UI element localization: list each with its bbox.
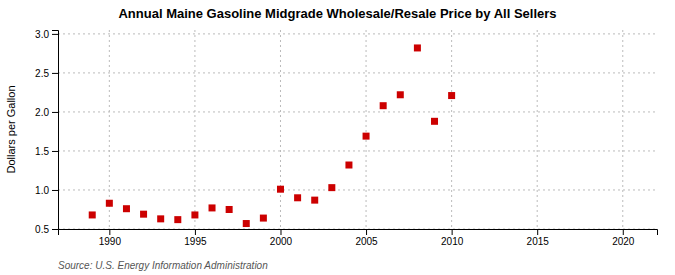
point xyxy=(243,220,250,227)
point xyxy=(209,204,216,211)
x-tick-label: 2010 xyxy=(441,236,464,247)
x-tick-mark xyxy=(195,229,196,235)
x-grid-line xyxy=(622,30,623,229)
point xyxy=(345,162,352,169)
point xyxy=(363,133,370,140)
x-tick-mark xyxy=(280,229,281,235)
grid xyxy=(58,30,657,229)
x-grid-line xyxy=(537,30,538,229)
x-tick: 2005 xyxy=(355,229,378,247)
point xyxy=(311,197,318,204)
plot: 1990 1995 2000 2005 2010 2015 2020 0.5 1.0 1.5 2.0… xyxy=(35,29,657,247)
point xyxy=(106,200,113,207)
y-grid-line xyxy=(58,189,657,190)
x-tick-mark xyxy=(537,229,538,235)
y-tick: 3.0 xyxy=(35,29,58,40)
point xyxy=(397,91,404,98)
x-tick: 2020 xyxy=(612,229,635,247)
y-tick-mark xyxy=(52,73,58,74)
y-grid-line xyxy=(58,33,657,34)
y-tick: 0.5 xyxy=(35,224,58,235)
y-axis: 0.5 1.0 1.5 2.0 2.5 3.0 xyxy=(35,29,58,235)
points xyxy=(89,44,455,227)
x-tick-label: 1995 xyxy=(184,236,207,247)
y-grid-line xyxy=(58,150,657,151)
x-grid-line xyxy=(280,30,281,229)
y-tick-label: 1.0 xyxy=(35,185,49,196)
point xyxy=(277,186,284,193)
point xyxy=(414,44,421,51)
y-tick-mark xyxy=(52,229,58,230)
y-tick-label: 0.5 xyxy=(35,224,49,235)
point xyxy=(431,118,438,125)
y-tick-label: 1.5 xyxy=(35,146,49,157)
annotation: Source: U.S. Energy Information Administ… xyxy=(58,260,268,271)
x-tick-label: 2015 xyxy=(527,236,550,247)
x-tick-label: 2020 xyxy=(612,236,635,247)
point xyxy=(89,211,96,218)
point xyxy=(226,206,233,213)
point xyxy=(328,184,335,191)
x-tick: 2015 xyxy=(527,229,550,247)
x-grid-line xyxy=(366,30,367,229)
point xyxy=(448,92,455,99)
point xyxy=(380,102,387,109)
point xyxy=(191,211,198,218)
x-tick: 1990 xyxy=(99,229,122,247)
point xyxy=(294,194,301,201)
y-tick-label: 2.0 xyxy=(35,107,49,118)
x-tick: 1995 xyxy=(184,229,207,247)
x-axis-line xyxy=(59,230,658,236)
x-tick-mark xyxy=(109,229,110,235)
point xyxy=(157,215,164,222)
title: Annual Maine Gasoline Midgrade Wholesale… xyxy=(118,6,556,21)
x-tick-label: 2000 xyxy=(270,236,293,247)
x-tick: 2010 xyxy=(441,229,464,247)
chart: 1990 1995 2000 2005 2010 2015 2020 0.5 1.0 1.5 2.0… xyxy=(0,0,675,275)
y-axis-line xyxy=(52,31,59,230)
point xyxy=(260,215,267,222)
y-tick-mark xyxy=(52,112,58,113)
y-axis-title: Dollars per Gallon xyxy=(5,85,17,173)
point xyxy=(140,211,147,218)
x-tick-mark xyxy=(623,229,624,235)
x-tick-mark xyxy=(452,229,453,235)
x-grid-line xyxy=(109,30,110,229)
y-tick-mark xyxy=(52,34,58,35)
x-tick-label: 1990 xyxy=(99,236,122,247)
point xyxy=(174,216,181,223)
x-axis: 1990 1995 2000 2005 2010 2015 2020 xyxy=(59,229,658,247)
y-tick-label: 2.5 xyxy=(35,68,49,79)
y-grid-line xyxy=(58,72,657,73)
y-tick-label: 3.0 xyxy=(35,29,49,40)
y-tick-mark xyxy=(52,190,58,191)
y-tick-mark xyxy=(52,151,58,152)
x-grid-line xyxy=(194,30,195,229)
x-grid-line xyxy=(451,30,452,229)
y-tick: 2.5 xyxy=(35,68,58,79)
x-tick-label: 2005 xyxy=(355,236,378,247)
x-tick: 2000 xyxy=(270,229,293,247)
x-tick-mark xyxy=(366,229,367,235)
y-grid-line xyxy=(58,111,657,112)
y-tick: 1.0 xyxy=(35,185,58,196)
y-tick: 1.5 xyxy=(35,146,58,157)
point xyxy=(123,205,130,212)
y-tick: 2.0 xyxy=(35,107,58,118)
